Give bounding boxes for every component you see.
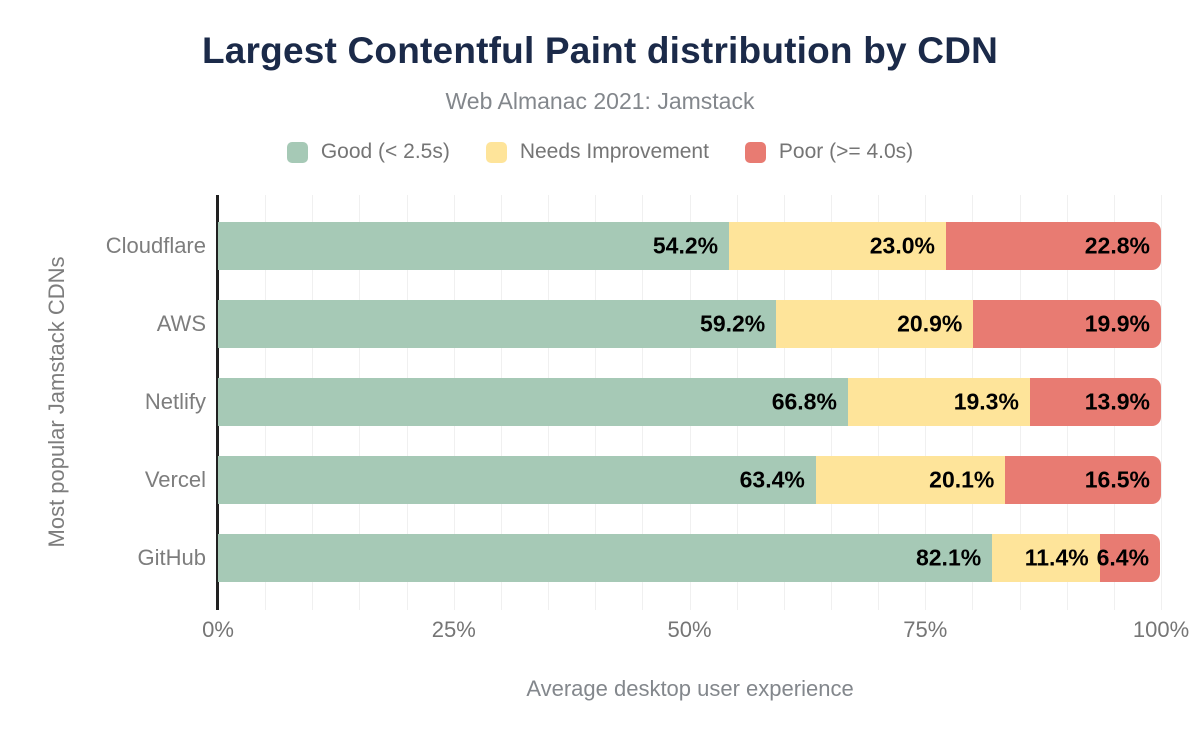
bar-row: 54.2% 23.0% 22.8%: [218, 222, 1161, 270]
category-label: Vercel: [144, 467, 206, 492]
y-axis-title: Most popular Jamstack CDNs: [44, 256, 69, 548]
legend-label: Poor (>= 4.0s): [778, 140, 914, 163]
legend-label: Needs Improvement: [519, 140, 709, 163]
chart-title: Largest Contentful Paint distribution by…: [201, 30, 999, 71]
bar-segment: 19.9%: [973, 300, 1161, 348]
legend-item: Needs Improvement: [485, 140, 709, 164]
legend-swatch-icon: [485, 141, 507, 163]
legend-label: Good (< 2.5s): [320, 140, 450, 163]
x-tick-label: 75%: [903, 617, 948, 642]
bar-segment-label: 63.4%: [739, 466, 805, 493]
bar-segment-label: 82.1%: [915, 544, 982, 571]
bar-segment: 23.0%: [729, 222, 946, 270]
bar-segment-label: 20.1%: [929, 466, 995, 493]
bar-segment: 20.9%: [776, 300, 974, 348]
bar-row: 82.1% 11.4% 6.4%: [218, 534, 1161, 582]
x-axis-title: Average desktop user experience: [526, 676, 854, 701]
category-label: AWS: [156, 311, 206, 336]
bar-segment-label: 22.8%: [1084, 232, 1150, 259]
bar-segment-label: 66.8%: [771, 388, 837, 415]
bar-segment-label: 23.0%: [869, 232, 935, 259]
bar-segment-label: 6.4%: [1096, 544, 1150, 571]
x-tick-label: 25%: [431, 617, 476, 642]
bar-segment-label: 11.4%: [1024, 544, 1089, 571]
legend-swatch-icon: [744, 141, 766, 163]
legend-item: Poor (>= 4.0s): [744, 140, 914, 164]
bar-segment: 54.2%: [218, 222, 730, 270]
category-label: Cloudflare: [105, 233, 206, 258]
bar-segment-label: 13.9%: [1084, 388, 1150, 415]
category-label: Netlify: [144, 389, 206, 414]
category-label: GitHub: [137, 545, 206, 570]
bar-segment: 82.1%: [218, 534, 993, 582]
bar-segment-label: 19.3%: [953, 388, 1019, 415]
bar-segment-label: 59.2%: [700, 310, 766, 337]
bar-segment-label: 16.5%: [1084, 466, 1150, 493]
bar-row: 66.8% 19.3% 13.9%: [218, 378, 1161, 426]
bar-segment: 11.4%: [992, 534, 1100, 582]
chart-subtitle: Web Almanac 2021: Jamstack: [445, 88, 755, 114]
bar-segment: 19.3%: [847, 378, 1030, 426]
x-tick-label: 0%: [202, 617, 234, 642]
x-tick-label: 50%: [667, 617, 712, 642]
y-axis-line: [216, 195, 219, 610]
bar-segment: 20.1%: [815, 456, 1006, 504]
bar-segment-label: 54.2%: [652, 232, 719, 259]
bar-segment-label: 19.9%: [1084, 310, 1150, 337]
bar-row: 63.4% 20.1% 16.5%: [218, 456, 1161, 504]
legend: Good (< 2.5s) Needs Improvement Poor (>= 4…: [0, 140, 1200, 164]
bar-segment-label: 20.9%: [897, 310, 963, 337]
bar-segment: 22.8%: [945, 222, 1161, 270]
legend-swatch-icon: [286, 141, 308, 163]
legend-item: Good (< 2.5s): [286, 140, 450, 164]
gridline: [1161, 195, 1162, 610]
bar-segment: 6.4%: [1096, 534, 1161, 582]
bar-row: 59.2% 20.9% 19.9%: [218, 300, 1161, 348]
bar-segment: 59.2%: [218, 300, 777, 348]
bar-segment: 16.5%: [1005, 456, 1161, 504]
x-tick-label: 100%: [1132, 617, 1190, 642]
bar-segment: 13.9%: [1029, 378, 1161, 426]
bar-segment: 66.8%: [218, 378, 848, 426]
bar-segment: 63.4%: [218, 456, 816, 504]
